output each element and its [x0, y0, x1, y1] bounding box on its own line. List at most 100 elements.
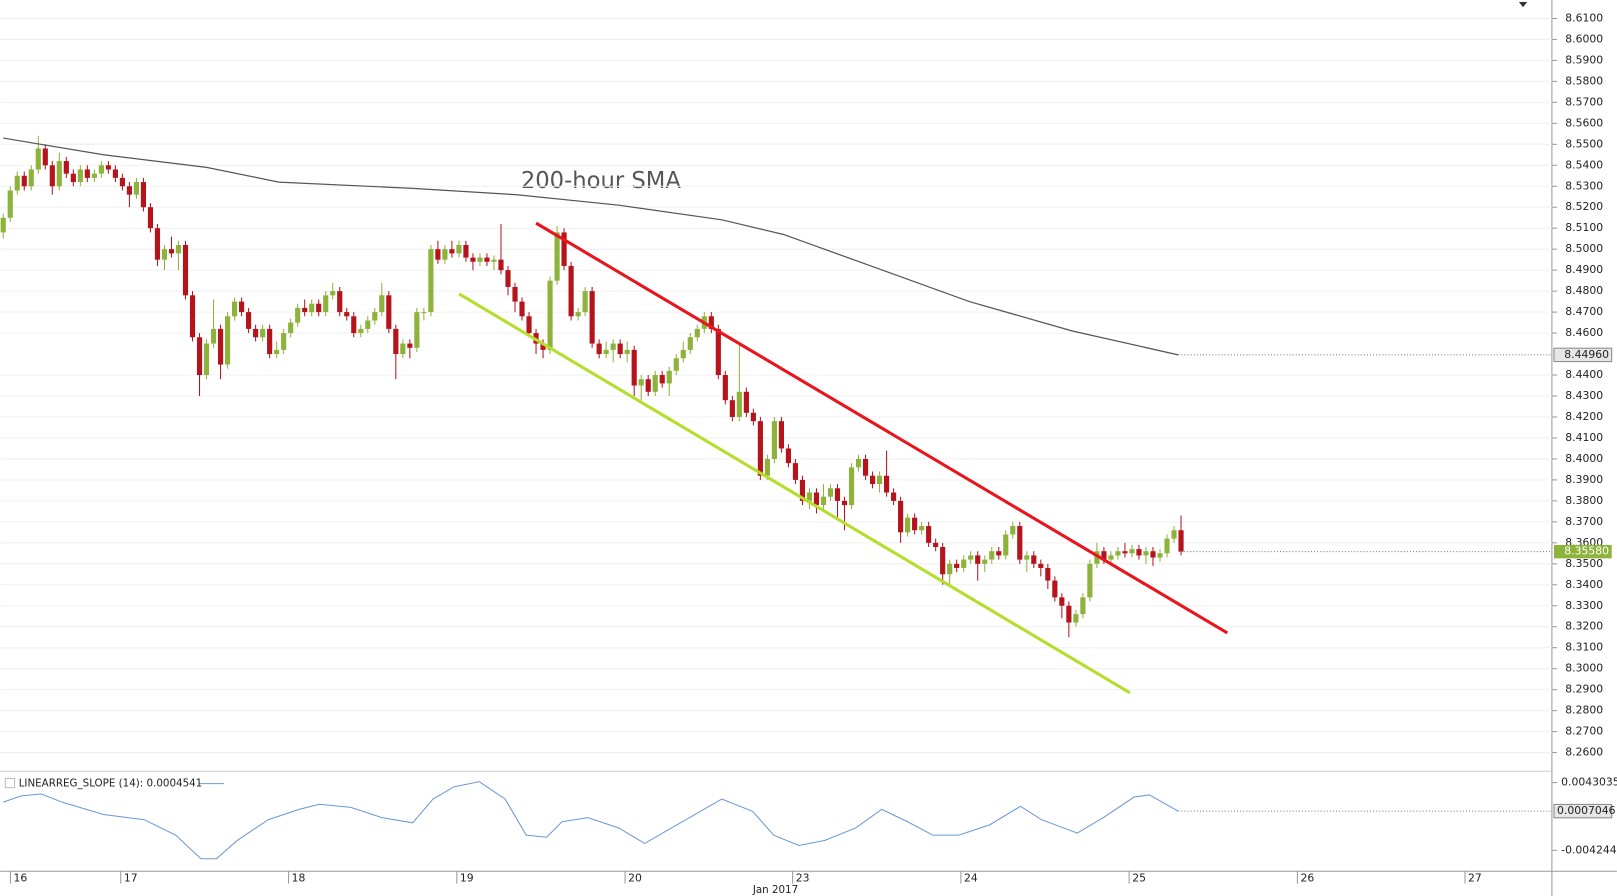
- candle-body: [1066, 605, 1072, 623]
- y-tick-label: 8.5600: [1565, 116, 1603, 129]
- candle-body: [729, 400, 735, 417]
- candle-body: [1045, 567, 1051, 581]
- candle-body: [848, 467, 855, 506]
- candle-body: [933, 542, 939, 548]
- candle-body: [112, 169, 118, 178]
- last-value-label: 0.0007046: [1557, 804, 1616, 817]
- candle-body: [806, 492, 813, 501]
- candle-body: [926, 526, 932, 543]
- candle-body: [568, 265, 574, 317]
- x-tick-label: 25: [1132, 871, 1146, 884]
- candle-body: [0, 217, 6, 233]
- candle-body: [792, 463, 799, 480]
- candle-body: [505, 270, 511, 287]
- candle-body: [35, 148, 41, 170]
- y-tick-label: 8.2600: [1565, 746, 1603, 759]
- candle-body: [365, 320, 371, 329]
- candle-body: [239, 301, 245, 313]
- candle-body: [470, 257, 476, 262]
- candle-body: [21, 175, 27, 187]
- candle-body: [680, 349, 686, 359]
- legend-icon[interactable]: [4, 777, 16, 789]
- y-tick-label: 8.5500: [1565, 137, 1603, 150]
- y-tick-label: 8.5800: [1565, 74, 1603, 87]
- candle-body: [1010, 526, 1016, 535]
- y-tick-label: 8.4100: [1565, 431, 1603, 444]
- candle-body: [855, 458, 862, 468]
- y-tick-label: 8.4800: [1565, 284, 1603, 297]
- x-tick-label: 18: [292, 871, 306, 884]
- y-tick-label: 8.4400: [1565, 368, 1603, 381]
- candle-body: [210, 328, 217, 344]
- candle-body: [799, 479, 806, 501]
- candle-body: [1052, 580, 1058, 598]
- candle-body: [743, 391, 749, 413]
- candle-body: [919, 526, 925, 531]
- candle-body: [133, 182, 140, 195]
- y-tick-label: 8.5300: [1565, 179, 1603, 192]
- candle-body: [540, 343, 546, 350]
- candle-body: [547, 280, 553, 350]
- y-tick-label: 8.5400: [1565, 158, 1603, 171]
- candle-body: [827, 488, 834, 497]
- candle-body: [1171, 530, 1177, 539]
- candle-body: [393, 328, 399, 355]
- y-tick-label: 8.4300: [1565, 389, 1603, 402]
- candle-body: [884, 475, 890, 493]
- candle-body: [898, 500, 904, 533]
- candle-body: [126, 186, 132, 195]
- candle-body: [182, 244, 189, 296]
- candle-body: [91, 173, 97, 178]
- candle-body: [372, 312, 378, 321]
- sma-line: [3, 137, 1179, 356]
- candle-body: [154, 228, 161, 260]
- candle-body: [1024, 555, 1030, 560]
- last-price-label: 8.35580: [1564, 545, 1609, 558]
- candle-body: [344, 312, 350, 317]
- candle-body: [70, 173, 76, 183]
- y-tick-label: 8.5700: [1565, 95, 1603, 108]
- x-tick-label: 20: [628, 871, 642, 884]
- x-tick-label: 26: [1301, 871, 1315, 884]
- candle-body: [267, 328, 273, 355]
- y-tick-label: 8.3700: [1565, 515, 1603, 528]
- x-tick-label: 19: [460, 871, 474, 884]
- candle-body: [477, 257, 483, 262]
- candle-body: [379, 295, 385, 313]
- y-tick-label: 8.5900: [1565, 53, 1603, 66]
- candle-body: [722, 375, 728, 401]
- candle-body: [386, 295, 392, 329]
- candle-body: [309, 303, 315, 313]
- candle-body: [463, 244, 469, 258]
- y-tick-label: 8.4700: [1565, 305, 1603, 318]
- candle-body: [407, 343, 413, 348]
- candle-body: [1017, 526, 1023, 560]
- candle-body: [673, 358, 679, 371]
- x-axis-label: Jan 2017: [752, 884, 798, 896]
- candle-body: [119, 177, 125, 187]
- candle-body: [421, 312, 427, 314]
- candle-body: [954, 563, 960, 568]
- candle-body: [589, 291, 595, 344]
- menu-arrow[interactable]: [1518, 2, 1528, 8]
- candle-body: [302, 307, 308, 313]
- y-tick-label: 8.2800: [1565, 704, 1603, 717]
- candle-body: [862, 458, 869, 476]
- candle-body: [28, 169, 34, 187]
- y-tick-label: 8.4600: [1565, 326, 1603, 339]
- candle-body: [750, 412, 756, 422]
- last-value-box: [1553, 803, 1613, 819]
- candle-body: [1157, 553, 1163, 558]
- candle-body: [1094, 551, 1100, 564]
- candle-body: [98, 165, 104, 174]
- candle-body: [288, 322, 294, 334]
- indicator-legend: LINEARREG_SLOPE (14): 0.0004541: [19, 778, 203, 790]
- candle-body: [400, 343, 406, 355]
- candle-body: [168, 249, 175, 254]
- candle-body: [217, 328, 224, 365]
- candle-body: [1136, 549, 1142, 556]
- last-price-box: [1553, 544, 1612, 559]
- candle-body: [105, 165, 111, 170]
- candle-body: [1129, 549, 1135, 554]
